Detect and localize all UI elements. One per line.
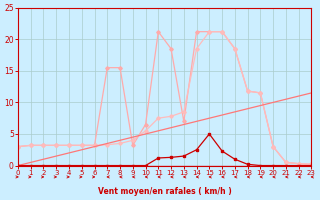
X-axis label: Vent moyen/en rafales ( km/h ): Vent moyen/en rafales ( km/h ) [98,187,232,196]
